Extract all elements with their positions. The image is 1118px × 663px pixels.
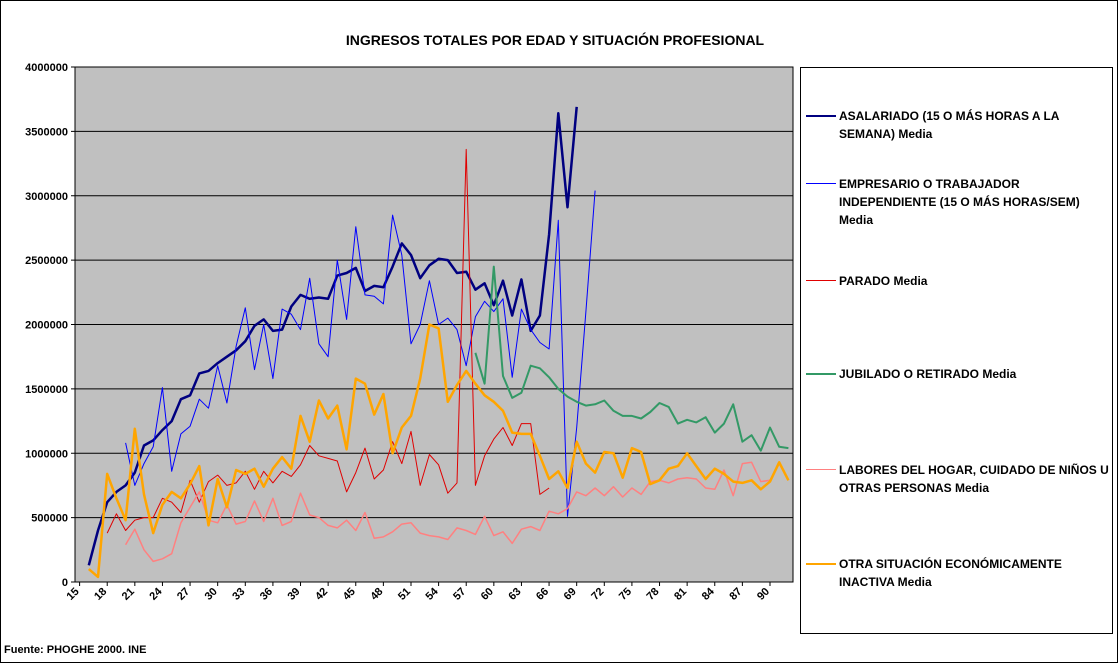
legend-swatch: [806, 469, 836, 470]
y-tick-label: 3000000: [25, 191, 68, 203]
y-tick-label: 2500000: [25, 255, 68, 267]
series-line: [87, 106, 578, 566]
legend-entry: OTRA SITUACIÓN ECONÓMICAMENTE INACTIVA M…: [806, 555, 1111, 591]
legend-label: OTRA SITUACIÓN ECONÓMICAMENTE INACTIVA M…: [839, 557, 1062, 589]
legend-label: EMPRESARIO O TRABAJADOR INDEPENDIENTE (1…: [839, 177, 1080, 227]
series-line: [106, 148, 550, 534]
y-tick-label: 1000000: [25, 448, 68, 460]
legend-swatch: [806, 373, 836, 375]
series-line: [474, 265, 789, 452]
series-line: [87, 323, 790, 579]
legend-entry: LABORES DEL HOGAR, CUIDADO DE NIÑOS U OT…: [806, 461, 1111, 497]
legend-label: LABORES DEL HOGAR, CUIDADO DE NIÑOS U OT…: [839, 463, 1109, 495]
chart-title: INGRESOS TOTALES POR EDAD Y SITUACIÓN PR…: [346, 31, 765, 48]
legend-entry: ASALARIADO (15 O MÁS HORAS A LA SEMANA) …: [806, 107, 1111, 143]
y-tick-label: 500000: [31, 513, 68, 525]
legend-swatch: [806, 280, 836, 281]
legend-swatch: [806, 563, 836, 565]
y-tick-label: 0: [62, 577, 68, 589]
series-line: [125, 190, 596, 517]
y-tick-label: 3500000: [25, 126, 68, 138]
y-tick-label: 1500000: [25, 384, 68, 396]
legend-entry: EMPRESARIO O TRABAJADOR INDEPENDIENTE (1…: [806, 175, 1111, 229]
legend-swatch: [806, 183, 836, 184]
y-tick-label: 4000000: [25, 62, 68, 74]
series-line: [124, 461, 790, 563]
legend-label: ASALARIADO (15 O MÁS HORAS A LA SEMANA) …: [839, 109, 1060, 141]
y-tick-label: 2000000: [25, 320, 68, 332]
source-note: Fuente: PHOGHE 2000. INE: [4, 644, 147, 656]
legend-label: JUBILADO O RETIRADO Media: [839, 367, 1017, 381]
plot-border: [74, 66, 794, 583]
legend-swatch: [806, 115, 836, 117]
legend-frame: [800, 67, 1113, 634]
legend-label: PARADO Media: [839, 274, 928, 288]
legend-entry: JUBILADO O RETIRADO Media: [806, 365, 1111, 383]
legend-entry: PARADO Media: [806, 272, 1111, 290]
